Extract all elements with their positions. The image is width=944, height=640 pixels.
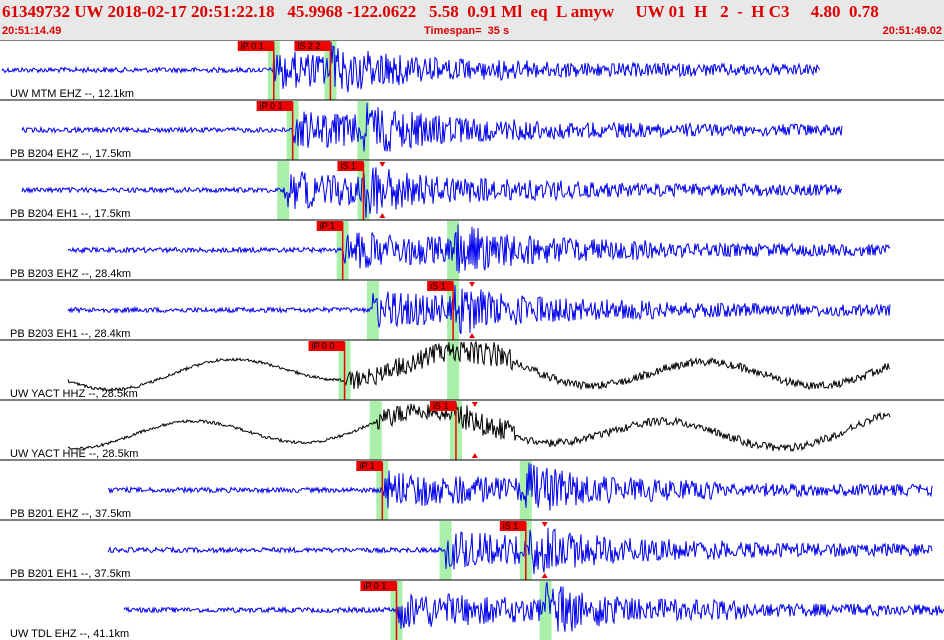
phase-pick[interactable]: iS 2 2 <box>294 41 332 100</box>
waveform <box>67 340 891 392</box>
end-time: 20:51:49.02 <box>882 25 942 37</box>
waveform <box>67 285 891 335</box>
trace-label: PB B203 EH1 --, 28.4km <box>10 328 130 340</box>
phase-pick[interactable]: iP 1 <box>356 461 384 520</box>
pick-label: iP 1 <box>320 221 335 231</box>
trace-row[interactable]: iP 0 1 PB B204 EHZ --, 17.5km <box>0 99 944 160</box>
trace-label: PB B201 EHZ --, 37.5km <box>10 508 131 520</box>
trace-row[interactable]: iP 0 0 UW YACT HHZ --, 28.5km <box>0 339 944 400</box>
amplitude-marker-bottom <box>541 573 548 578</box>
trace-label: PB B201 EH1 --, 37.5km <box>10 568 130 580</box>
start-time: 20:51:14.49 <box>2 25 62 37</box>
trace-row[interactable]: iS 1 UW YACT HHE --, 28.5km <box>0 399 944 460</box>
trace-label: PB B203 EHZ --, 28.4km <box>10 268 131 280</box>
trace-label: PB B204 EHZ --, 17.5km <box>10 148 131 160</box>
event-title: 61349732 UW 2018-02-17 20:51:22.18 45.99… <box>2 2 879 21</box>
trace-label: UW YACT HHZ --, 28.5km <box>10 388 138 400</box>
pick-label: iS 1 <box>430 281 446 291</box>
phase-pick[interactable]: iS 1 <box>499 521 527 580</box>
phase-pick[interactable]: iP 0 1 <box>360 581 398 640</box>
pick-label: iP 0 1 <box>241 41 264 51</box>
p-window <box>439 521 452 580</box>
pick-label: iP 0 1 <box>363 581 386 591</box>
p-window <box>366 281 379 340</box>
amplitude-marker-bottom <box>379 213 386 218</box>
waveform <box>67 403 891 453</box>
seismogram-panel[interactable]: iP 0 1 iS 2 2 UW MTM EHZ --, 12.1km iP 0 1 P… <box>0 40 944 640</box>
p-window <box>369 401 382 460</box>
pick-label: iP 0 0 <box>312 341 335 351</box>
pick-label: iS 2 2 <box>297 41 320 51</box>
amplitude-marker-bottom <box>471 453 478 458</box>
phase-pick[interactable]: iP 0 0 <box>308 341 346 400</box>
trace-row[interactable]: iP 0 1 UW TDL EHZ --, 41.1km <box>0 579 944 640</box>
waveform <box>123 581 944 632</box>
pick-label: iP 0 1 <box>260 101 283 111</box>
phase-pick[interactable]: iS 1 <box>427 281 454 340</box>
trace-label: UW TDL EHZ --, 41.1km <box>10 628 129 640</box>
amplitude-marker-top <box>469 282 475 287</box>
phase-pick[interactable]: iP 0 1 <box>237 41 275 100</box>
trace-row[interactable]: iP 1 PB B201 EHZ --, 37.5km <box>0 459 944 520</box>
waveform <box>107 527 933 575</box>
waveform <box>107 462 933 511</box>
timespan-label: Timespan= 35 s <box>424 25 510 37</box>
trace-label: PB B204 EH1 --, 17.5km <box>10 208 130 220</box>
phase-pick[interactable]: iP 0 1 <box>256 101 294 160</box>
trace-row[interactable]: iP 1 PB B203 EHZ --, 28.4km <box>0 219 944 280</box>
s-window <box>447 341 460 400</box>
trace-row[interactable]: iS 1 PB B203 EH1 --, 28.4km <box>0 279 944 340</box>
pick-label: iP 1 <box>359 461 374 471</box>
pick-label: iS 1 <box>503 521 519 531</box>
trace-row[interactable]: iS 1 PB B204 EH1 --, 17.5km <box>0 159 944 220</box>
trace-label: UW YACT HHE --, 28.5km <box>10 448 138 460</box>
amplitude-marker-top <box>541 522 548 527</box>
phase-pick[interactable]: iS 1 <box>429 401 457 460</box>
trace-row[interactable]: iS 1 PB B201 EH1 --, 37.5km <box>0 519 944 580</box>
amplitude-marker-bottom <box>469 333 475 338</box>
trace-label: UW MTM EHZ --, 12.1km <box>10 88 134 100</box>
waveform <box>21 102 843 152</box>
waveform <box>21 167 842 218</box>
amplitude-marker-top <box>471 402 478 407</box>
header-bar: 61349732 UW 2018-02-17 20:51:22.18 45.99… <box>0 0 944 40</box>
pick-label: iS 1 <box>433 401 449 411</box>
phase-pick[interactable]: iP 1 <box>316 221 344 280</box>
phase-pick[interactable]: iS 1 <box>337 161 365 220</box>
pick-label: iS 1 <box>340 161 356 171</box>
trace-row[interactable]: iP 0 1 iS 2 2 UW MTM EHZ --, 12.1km <box>0 40 944 100</box>
amplitude-marker-top <box>379 162 386 167</box>
waveform <box>1 42 821 93</box>
waveform <box>67 224 891 273</box>
